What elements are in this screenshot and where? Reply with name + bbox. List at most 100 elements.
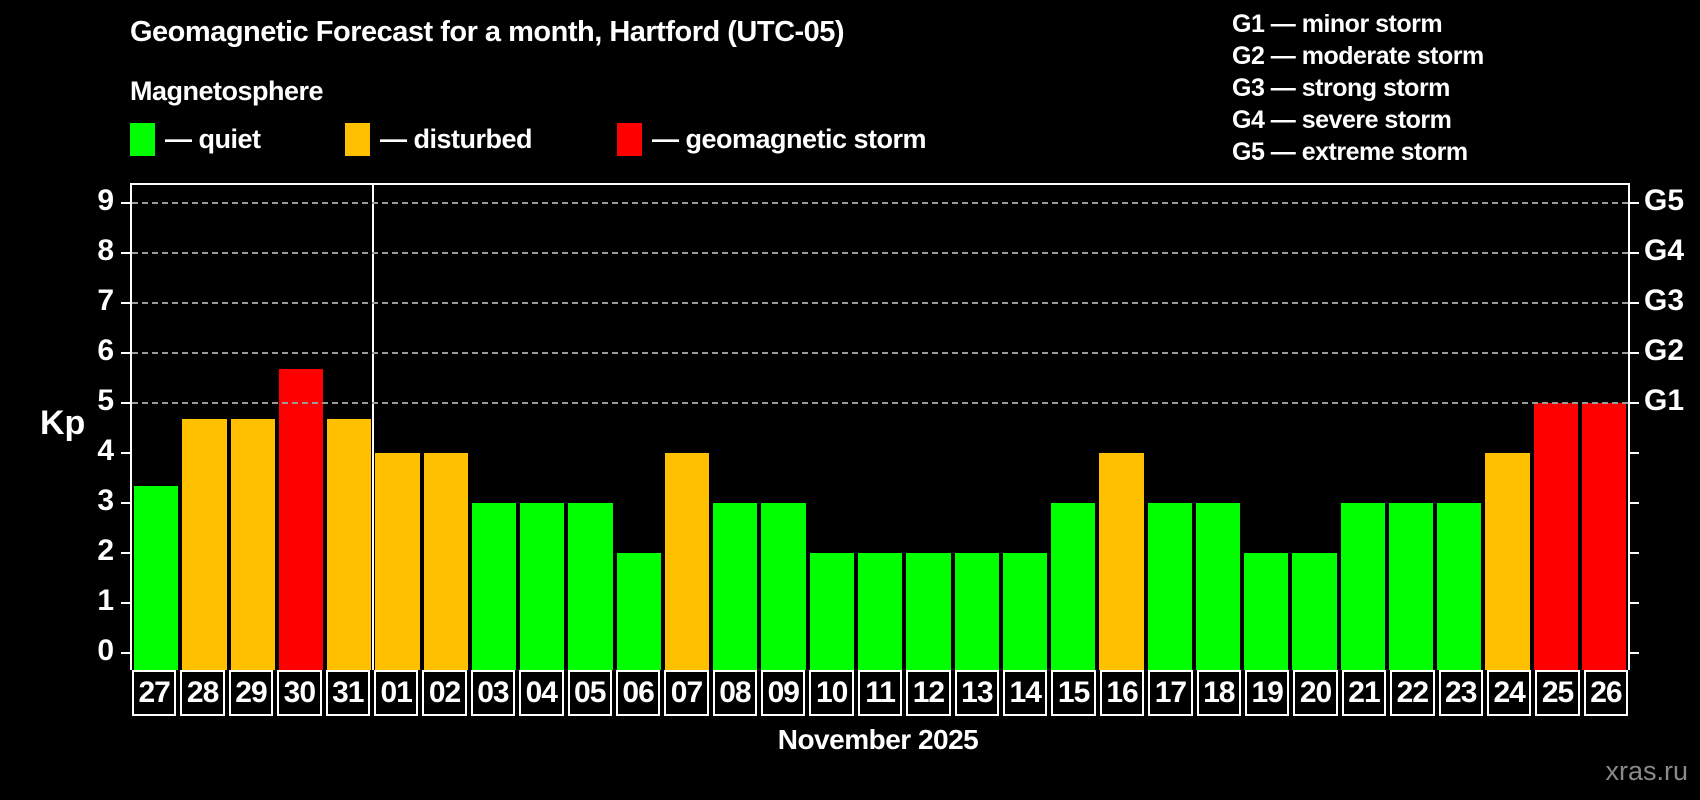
g-scale-line-g2: G2 — moderate storm — [1232, 42, 1484, 70]
legend-label-storm: — geomagnetic storm — [652, 123, 927, 154]
legend-label-quiet: — quiet — [165, 123, 261, 154]
day-label-09: 09 — [761, 670, 806, 716]
disturbed-color-swatch — [345, 122, 370, 156]
left-tick-kp-2 — [121, 551, 130, 554]
y-axis-label-3: 3 — [97, 483, 114, 517]
y-axis-label-5: 5 — [97, 383, 114, 417]
bar-day-21-kp-3 — [1340, 502, 1385, 670]
right-tick-kp-3 — [1630, 501, 1639, 504]
bar-day-10-kp-2 — [809, 552, 854, 670]
bar-slot-day-27 — [132, 185, 180, 670]
bar-slot-day-16 — [1097, 185, 1145, 670]
day-label-14: 14 — [1003, 670, 1048, 716]
bar-slot-day-30 — [277, 185, 325, 670]
bar-day-31-kp-4.67 — [327, 419, 372, 670]
day-label-26: 26 — [1583, 670, 1629, 716]
quiet-color-swatch — [130, 122, 155, 156]
bar-day-22-kp-3 — [1388, 502, 1434, 670]
day-label-27: 27 — [132, 670, 177, 716]
bar-day-29-kp-4.67 — [230, 419, 275, 670]
left-tick-kp-7 — [121, 301, 130, 304]
day-label-15: 15 — [1051, 670, 1096, 716]
bar-day-01-kp-4 — [375, 452, 420, 670]
bar-day-23-kp-3 — [1437, 502, 1482, 670]
bar-day-02-kp-4 — [423, 452, 468, 670]
day-label-10: 10 — [809, 670, 854, 716]
day-label-17: 17 — [1148, 670, 1193, 716]
bar-slot-day-03 — [470, 185, 518, 670]
x-axis-title: November 2025 — [777, 724, 979, 755]
g-scale-line-g1: G1 — minor storm — [1232, 10, 1443, 38]
g-scale-line-g5: G5 — extreme storm — [1232, 138, 1468, 166]
right-axis-label-g2: G2 — [1644, 333, 1685, 367]
right-tick-kp-9 — [1630, 201, 1639, 204]
left-tick-kp-0 — [121, 651, 130, 654]
bar-day-30-kp-5.67 — [278, 369, 324, 670]
right-axis-label-g3: G3 — [1644, 283, 1685, 317]
bar-day-08-kp-3 — [713, 502, 758, 670]
gridline-kp-8 — [132, 251, 1628, 254]
day-label-13: 13 — [954, 670, 1000, 716]
bar-day-28-kp-4.67 — [182, 419, 227, 670]
bar-slot-day-07 — [663, 185, 711, 670]
storm-color-swatch — [617, 122, 642, 156]
legend-item-quiet: — quiet — [130, 120, 261, 158]
g-scale-line-g3: G3 — strong storm — [1232, 74, 1450, 102]
day-label-21: 21 — [1341, 670, 1387, 716]
day-label-04: 04 — [519, 670, 564, 716]
gridline-kp-7 — [132, 301, 1628, 304]
gridline-kp-9 — [132, 201, 1628, 204]
bar-slot-day-28 — [180, 185, 228, 670]
day-label-22: 22 — [1390, 670, 1435, 716]
right-tick-kp-6 — [1630, 351, 1639, 354]
gridline-kp-5 — [132, 401, 1628, 404]
bar-day-12-kp-2 — [906, 552, 951, 670]
bar-slot-day-12 — [904, 185, 952, 670]
bar-day-15-kp-3 — [1051, 502, 1096, 670]
bar-slot-day-14 — [1001, 185, 1049, 670]
day-label-25: 25 — [1535, 670, 1580, 716]
bar-day-05-kp-3 — [568, 502, 613, 670]
right-axis-label-g1: G1 — [1644, 383, 1685, 417]
bar-slot-day-20 — [1290, 185, 1338, 670]
bar-day-24-kp-4 — [1485, 452, 1530, 670]
g-scale-line-g4: G4 — severe storm — [1232, 106, 1452, 134]
y-axis-label-2: 2 — [97, 533, 114, 567]
left-tick-kp-4 — [121, 451, 130, 454]
bar-slot-day-05 — [566, 185, 614, 670]
bar-slot-day-31 — [325, 185, 373, 670]
bar-slot-day-24 — [1483, 185, 1531, 670]
bar-slot-day-19 — [1242, 185, 1290, 670]
day-label-16: 16 — [1099, 670, 1145, 716]
bar-slot-day-06 — [615, 185, 663, 670]
right-tick-kp-2 — [1630, 551, 1639, 554]
bar-day-03-kp-3 — [471, 502, 517, 670]
bar-slot-day-26 — [1580, 185, 1628, 670]
bar-day-19-kp-2 — [1244, 552, 1289, 670]
color-legend: — quiet — disturbed — geomagnetic storm — [0, 120, 1700, 158]
bar-slot-day-10 — [808, 185, 856, 670]
left-tick-kp-3 — [121, 501, 130, 504]
bar-day-04-kp-3 — [520, 502, 565, 670]
bar-day-16-kp-4 — [1099, 452, 1144, 670]
day-label-20: 20 — [1293, 670, 1338, 716]
left-tick-kp-1 — [121, 601, 130, 604]
day-label-28: 28 — [180, 670, 225, 716]
g-scale-legend: G1 — minor storm G2 — moderate storm G3 … — [1232, 8, 1484, 168]
bar-day-13-kp-2 — [954, 552, 999, 670]
bar-slot-day-18 — [1194, 185, 1242, 670]
day-label-11: 11 — [857, 670, 903, 716]
day-label-05: 05 — [567, 670, 612, 716]
day-label-19: 19 — [1244, 670, 1290, 716]
bar-day-14-kp-2 — [1002, 552, 1048, 670]
bar-day-17-kp-3 — [1147, 502, 1192, 670]
bar-slot-day-13 — [953, 185, 1001, 670]
right-axis-label-g4: G4 — [1644, 233, 1685, 267]
day-label-06: 06 — [615, 670, 661, 716]
legend-label-disturbed: — disturbed — [380, 123, 533, 154]
left-tick-kp-8 — [121, 251, 130, 254]
bar-day-26-kp-5 — [1581, 402, 1627, 670]
day-label-12: 12 — [906, 670, 951, 716]
bar-day-07-kp-4 — [664, 452, 710, 670]
